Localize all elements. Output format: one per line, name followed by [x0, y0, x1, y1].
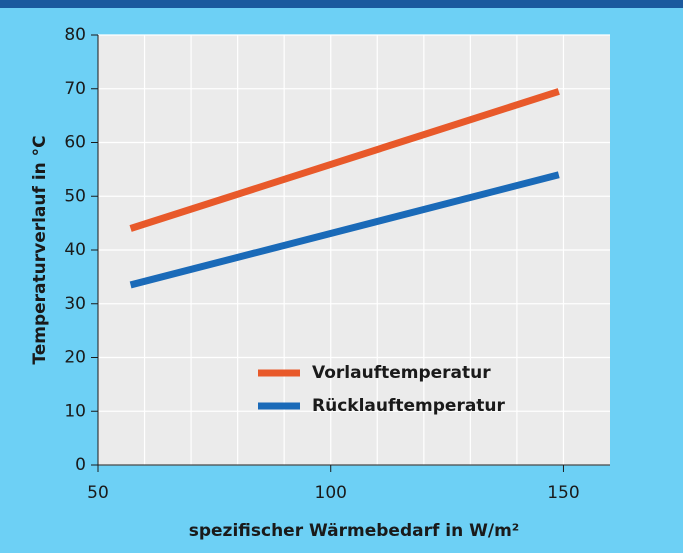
y-tick-label: 30: [64, 294, 86, 314]
y-tick-label: 70: [64, 79, 86, 99]
y-tick-label: 0: [75, 455, 86, 475]
x-tick-label: 150: [547, 483, 579, 503]
y-tick-label: 80: [64, 25, 86, 45]
y-tick-label: 40: [64, 240, 86, 260]
y-tick-label: 10: [64, 401, 86, 421]
legend-label: Vorlauftemperatur: [312, 363, 491, 383]
legend-label: Rücklauftemperatur: [312, 396, 506, 416]
x-axis-label: spezifischer Wärmebedarf in W/m²: [189, 521, 520, 541]
x-tick-label: 50: [87, 483, 109, 503]
y-tick-label: 20: [64, 348, 86, 368]
series-line: [129, 171, 560, 289]
x-tick-label: 100: [315, 483, 347, 503]
y-tick-label: 60: [64, 133, 86, 153]
y-axis-label: Temperaturverlauf in °C: [30, 135, 50, 364]
top-band: [0, 0, 683, 8]
series-line: [129, 88, 560, 232]
y-tick-label: 50: [64, 186, 86, 206]
